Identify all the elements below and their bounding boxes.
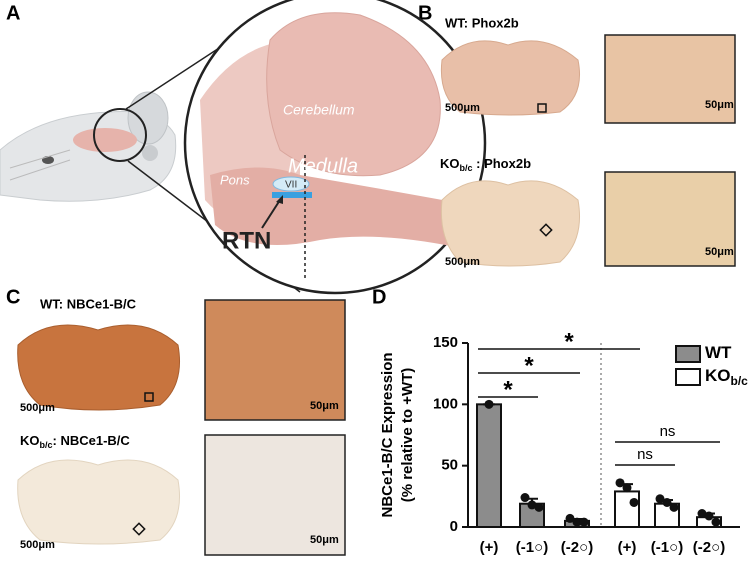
scale-bar: 500μm (445, 256, 480, 268)
significance-label: * (524, 352, 534, 379)
data-point (484, 399, 494, 409)
bar (476, 403, 502, 529)
significance-label: ns (660, 423, 676, 440)
panel-label: D (372, 286, 386, 308)
data-point (669, 502, 679, 512)
data-point (704, 511, 714, 521)
legend-label: WT (705, 343, 732, 362)
scale-bar: 50μm (310, 534, 339, 546)
legend-name: KO (705, 366, 731, 385)
image-label: WT: Phox2b (445, 15, 519, 30)
region-label: Cerebellum (283, 102, 355, 118)
image-label: KOb/c : Phox2b (440, 156, 531, 173)
significance-label: * (564, 328, 574, 355)
roi (539, 223, 553, 237)
brain-zoom: Cerebellum Medulla Pons VII RTN (183, 0, 487, 295)
y-axis-label: NBCe1-B/C Expression (379, 352, 396, 517)
zoom-image (604, 34, 736, 124)
data-point (534, 502, 544, 512)
data-point (697, 509, 707, 519)
legend-label: KOb/c (705, 366, 748, 388)
data-point (622, 483, 632, 493)
zoom-image (204, 299, 346, 421)
data-point (655, 494, 665, 504)
x-tick-label: (+) (480, 539, 499, 556)
tissue-section (440, 180, 581, 267)
scale-bar: 50μm (310, 400, 339, 412)
scale-bar: 50μm (705, 99, 734, 111)
data-point (527, 500, 537, 510)
panel-label: C (6, 286, 20, 308)
data-point (615, 478, 625, 488)
legend-subscript: b/c (731, 374, 749, 388)
roi (132, 522, 146, 536)
data-point (579, 517, 589, 527)
panel-label: A (6, 2, 20, 24)
y-tick-label: 100 (433, 395, 458, 412)
panel-label: B (418, 2, 432, 24)
zoom-image (204, 434, 346, 556)
legend-swatch (675, 368, 701, 386)
region-label: VII (285, 180, 297, 191)
region-label: Pons (220, 172, 250, 187)
data-point (629, 497, 639, 507)
data-point (572, 517, 582, 527)
image-label: WT: NBCe1-B/C (40, 296, 137, 311)
significance-label: * (503, 376, 513, 403)
region-label: RTN (222, 227, 271, 254)
y-tick-label: 50 (441, 457, 458, 474)
data-point (662, 497, 672, 507)
legend-swatch (675, 345, 701, 363)
tissue-section (17, 459, 181, 545)
data-point (520, 493, 530, 503)
bar (614, 490, 640, 528)
scale-bar: 500μm (20, 402, 55, 414)
x-tick-label: (+) (618, 539, 637, 556)
image-label: KOb/c: NBCe1-B/C (20, 433, 130, 450)
x-tick-label: (-2○) (693, 539, 725, 556)
tissue-section (17, 324, 181, 411)
legend-name: WT (705, 343, 732, 362)
y-tick-label: 0 (450, 518, 458, 535)
tissue-section (440, 40, 580, 116)
data-point (711, 517, 721, 527)
scale-bar: 50μm (705, 246, 734, 258)
y-axis-label: (% relative to +WT) (399, 368, 416, 503)
significance-label: ns (637, 446, 653, 463)
region-label: Medulla (288, 155, 358, 177)
roi (537, 103, 547, 113)
x-tick-label: (-1○) (651, 539, 683, 556)
y-tick-label: 150 (433, 334, 458, 351)
x-tick-label: (-1○) (516, 539, 548, 556)
x-tick-label: (-2○) (561, 539, 593, 556)
roi (144, 392, 154, 402)
zoom-image (604, 171, 736, 267)
scale-bar: 500μm (20, 539, 55, 551)
data-point (565, 513, 575, 523)
scale-bar: 500μm (445, 102, 480, 114)
